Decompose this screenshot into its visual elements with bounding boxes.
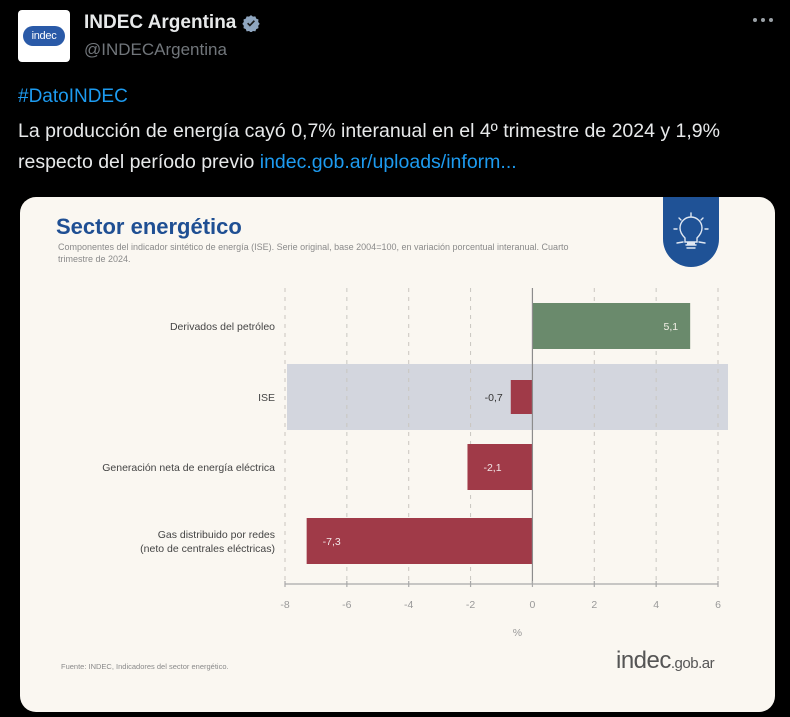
bar [306,518,533,564]
chart-subtitle: Componentes del indicador sintético de e… [58,242,569,264]
category-label: Derivados del petróleo [170,321,275,333]
chart-title: Sector energético [56,214,242,239]
verified-badge-icon [242,15,261,32]
x-tick-label: 4 [653,599,659,611]
category-label: Gas distribuido por redes [158,529,275,541]
hashtag-link[interactable]: #DatoINDEC [18,86,128,107]
data-label: -2,1 [483,462,501,474]
x-tick-label: -4 [404,599,413,611]
tweet-text: La producción de energía cayó 0,7% inter… [18,116,778,178]
source-note: Fuente: INDEC, Indicadores del sector en… [61,662,229,671]
indec-website-logo: indec.gob.ar [616,647,715,675]
tweet-body: La producción de energía cayó 0,7% inter… [18,120,720,173]
account-name[interactable]: INDEC Argentina [84,12,237,33]
data-label: -0,7 [485,392,503,404]
x-tick-label: 6 [715,599,721,611]
account-name-row[interactable]: INDEC Argentina [84,12,261,34]
indec-logo: indec [23,26,65,46]
lightbulb-icon [673,212,709,249]
category-label: (neto de centrales eléctricas) [140,543,275,555]
more-options-icon[interactable] [753,18,773,22]
account-handle[interactable]: @INDECArgentina [84,40,227,59]
x-tick-label: -6 [342,599,351,611]
highlight-band [287,364,728,430]
x-tick-label: -2 [466,599,475,611]
x-axis-label: % [513,627,522,639]
x-tick-label: -8 [280,599,289,611]
category-label: Generación neta de energía eléctrica [102,462,275,474]
logo-suffix: .gob.ar [670,655,715,672]
x-tick-label: 0 [530,599,536,611]
logo-main: indec [616,647,671,674]
bar [510,380,533,414]
bar [532,303,691,349]
energy-badge [663,197,719,267]
data-label: -7,3 [323,536,341,548]
data-label: 5,1 [664,321,679,333]
bar [467,444,533,490]
tweet-link[interactable]: indec.gob.ar/uploads/inform... [259,151,517,173]
chart-image-card[interactable]: Sector energético Componentes del indica… [20,197,775,712]
bar-chart: 5,1 -0,7 -2,1 -7,3 -8 -6 -4 -2 0 2 4 6% Derivados de… [102,288,728,639]
tweet-avatar[interactable]: indec [18,10,70,62]
x-tick-label: 2 [591,599,597,611]
category-label: ISE [258,392,275,404]
